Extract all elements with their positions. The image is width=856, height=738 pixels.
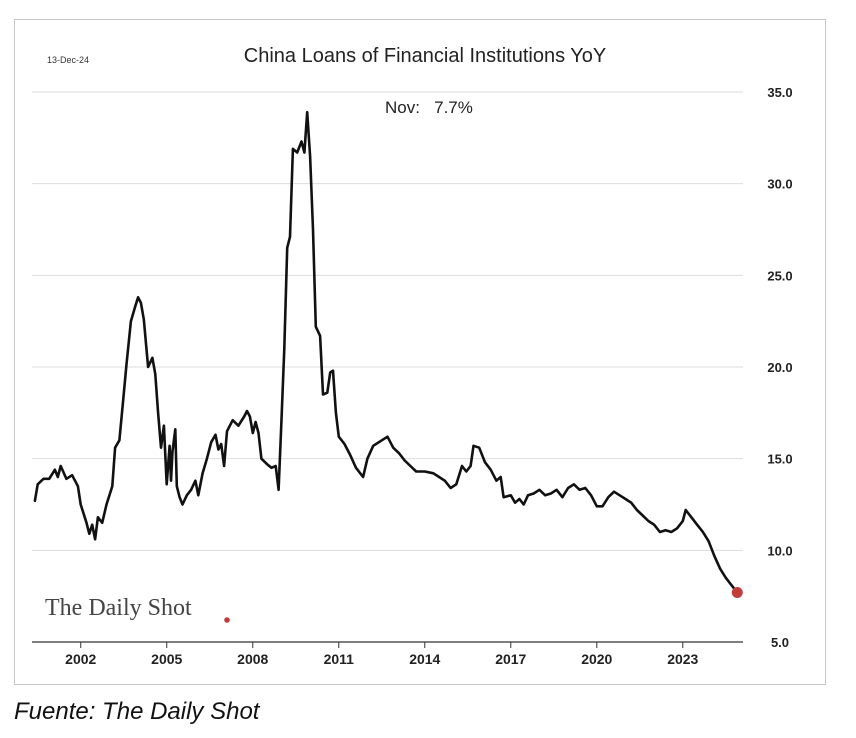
last-point-marker <box>731 587 743 598</box>
x-tick-label: 2014 <box>409 651 440 667</box>
latest-value-annotation: Nov: 7.7% <box>385 98 473 117</box>
x-tick-label: 2020 <box>581 651 612 667</box>
y-tick-label: 10.0 <box>767 543 792 558</box>
x-tick-label: 2011 <box>324 651 355 667</box>
y-tick-label: 25.0 <box>767 268 792 283</box>
line-chart: 13-Dec-24 China Loans of Financial Insti… <box>32 45 793 667</box>
y-tick-label: 30.0 <box>767 177 792 192</box>
series-line <box>33 110 739 594</box>
source-caption: Fuente: The Daily Shot <box>14 698 260 725</box>
date-stamp: 13-Dec-24 <box>47 55 89 65</box>
x-tick-label: 2002 <box>65 651 96 667</box>
x-tick-label: 2008 <box>237 651 268 667</box>
y-tick-label: 20.0 <box>767 360 792 375</box>
x-tick-label: 2005 <box>151 651 182 667</box>
y-tick-label: 5.0 <box>771 635 789 650</box>
logo: The Daily Shot <box>45 595 192 621</box>
y-tick-label: 15.0 <box>767 452 792 467</box>
x-tick-label: 2017 <box>495 651 526 667</box>
x-tick-label: 2023 <box>667 651 698 667</box>
logo-dot <box>224 617 230 623</box>
chart-frame: 13-Dec-24 China Loans of Financial Insti… <box>14 19 826 685</box>
y-tick-label: 35.0 <box>767 85 792 100</box>
chart-title: China Loans of Financial Institutions Yo… <box>244 45 606 67</box>
